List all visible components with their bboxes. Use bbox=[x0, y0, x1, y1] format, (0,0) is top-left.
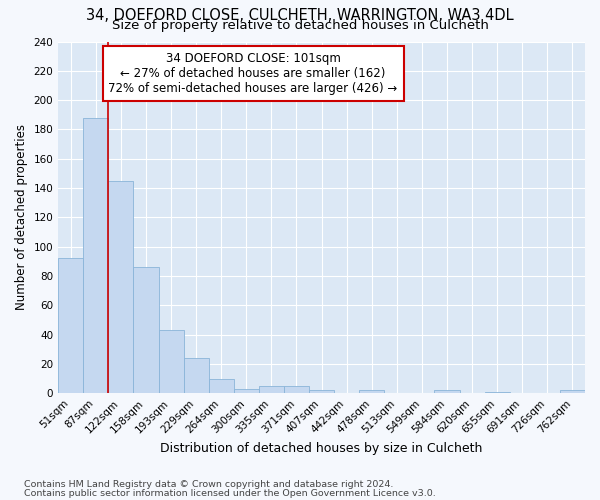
Bar bbox=[284, 386, 309, 394]
Bar bbox=[309, 390, 334, 394]
Bar bbox=[109, 181, 133, 394]
Text: 34 DOEFORD CLOSE: 101sqm
← 27% of detached houses are smaller (162)
72% of semi-: 34 DOEFORD CLOSE: 101sqm ← 27% of detach… bbox=[109, 52, 398, 95]
Bar bbox=[58, 258, 83, 394]
Text: Contains public sector information licensed under the Open Government Licence v3: Contains public sector information licen… bbox=[24, 488, 436, 498]
Bar bbox=[133, 268, 158, 394]
Bar bbox=[184, 358, 209, 394]
Bar bbox=[158, 330, 184, 394]
Bar bbox=[209, 378, 234, 394]
Bar bbox=[359, 390, 385, 394]
Bar bbox=[234, 389, 259, 394]
Bar bbox=[259, 386, 284, 394]
Bar bbox=[83, 118, 109, 394]
Text: Size of property relative to detached houses in Culcheth: Size of property relative to detached ho… bbox=[112, 18, 488, 32]
Bar bbox=[560, 390, 585, 394]
Text: Contains HM Land Registry data © Crown copyright and database right 2024.: Contains HM Land Registry data © Crown c… bbox=[24, 480, 394, 489]
Bar bbox=[485, 392, 510, 394]
Text: 34, DOEFORD CLOSE, CULCHETH, WARRINGTON, WA3 4DL: 34, DOEFORD CLOSE, CULCHETH, WARRINGTON,… bbox=[86, 8, 514, 22]
Bar bbox=[434, 390, 460, 394]
X-axis label: Distribution of detached houses by size in Culcheth: Distribution of detached houses by size … bbox=[160, 442, 483, 455]
Y-axis label: Number of detached properties: Number of detached properties bbox=[15, 124, 28, 310]
